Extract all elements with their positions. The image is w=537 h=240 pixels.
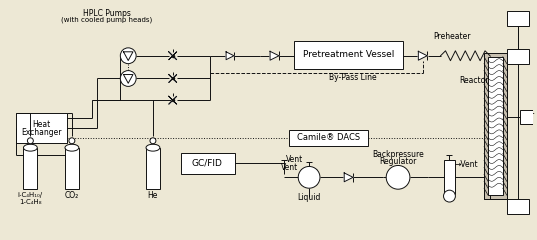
Bar	[180, 153, 235, 174]
Ellipse shape	[146, 144, 160, 151]
Circle shape	[444, 190, 455, 202]
Text: Exchanger: Exchanger	[21, 128, 62, 137]
Text: Vent: Vent	[281, 163, 299, 172]
Bar	[488, 57, 503, 195]
Polygon shape	[169, 75, 177, 82]
Text: i-C₄H₁₀/: i-C₄H₁₀/	[18, 192, 43, 198]
Text: Regulator: Regulator	[379, 157, 417, 166]
Text: He: He	[148, 191, 158, 200]
Bar	[294, 41, 403, 69]
Circle shape	[27, 138, 33, 144]
Bar	[65, 148, 79, 189]
Circle shape	[69, 138, 75, 144]
Text: Vent: Vent	[286, 155, 303, 164]
Text: (with cooled pump heads): (with cooled pump heads)	[61, 17, 152, 24]
Bar	[507, 199, 528, 214]
Circle shape	[120, 48, 136, 64]
Text: PT: PT	[512, 51, 523, 60]
Text: GC/FID: GC/FID	[192, 159, 223, 168]
Polygon shape	[226, 52, 234, 60]
Text: →Vent: →Vent	[454, 160, 478, 169]
Text: 1-C₄H₈: 1-C₄H₈	[19, 199, 42, 205]
Polygon shape	[270, 51, 279, 60]
Text: Liquid: Liquid	[297, 192, 321, 202]
Circle shape	[120, 71, 136, 86]
Ellipse shape	[65, 144, 79, 151]
Bar	[289, 130, 368, 146]
Text: HPLC Pumps: HPLC Pumps	[83, 9, 130, 18]
Bar	[507, 11, 528, 26]
Ellipse shape	[24, 144, 37, 151]
Text: DPT: DPT	[519, 113, 534, 121]
Circle shape	[386, 165, 410, 189]
Bar	[16, 113, 67, 143]
Text: TC: TC	[512, 14, 523, 23]
Text: TC: TC	[512, 202, 523, 210]
Bar	[146, 148, 160, 189]
Text: Reactor: Reactor	[459, 76, 489, 85]
Text: CO₂: CO₂	[65, 191, 79, 200]
Bar	[484, 53, 507, 199]
Bar	[507, 49, 528, 64]
Text: Heat: Heat	[32, 120, 50, 129]
Text: Camile® DACS: Camile® DACS	[297, 133, 360, 142]
Circle shape	[298, 167, 320, 188]
Polygon shape	[169, 52, 177, 60]
Bar	[520, 110, 533, 124]
Bar	[444, 160, 455, 194]
Bar	[24, 148, 37, 189]
Text: Backpressure: Backpressure	[372, 150, 424, 159]
Polygon shape	[169, 96, 177, 104]
Polygon shape	[418, 51, 427, 60]
Text: Pretreatment Vessel: Pretreatment Vessel	[303, 50, 394, 59]
Circle shape	[150, 138, 156, 144]
Polygon shape	[344, 173, 353, 182]
Text: By-Pass Line: By-Pass Line	[329, 73, 376, 82]
Text: Preheater: Preheater	[434, 32, 471, 42]
